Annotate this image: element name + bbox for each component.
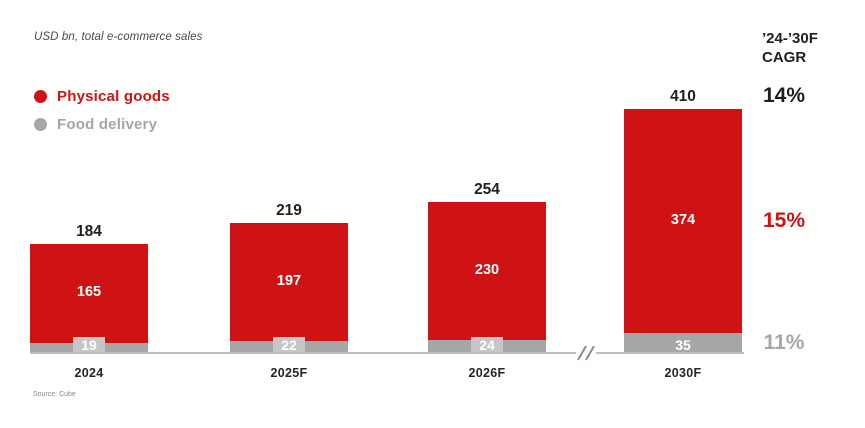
legend-item-food-delivery: Food delivery [34,116,170,133]
food-delivery-value-label-2024: 19 [81,337,97,353]
bar-total-label-2025F: 219 [276,201,302,219]
food-delivery-label-chip-2025F [273,337,305,352]
chart-title: USD bn, total e-commerce sales [34,31,203,43]
cagr-column-header: ’24-’30F CAGR [762,30,818,68]
physical-goods-value-label-2025F: 197 [276,272,302,289]
food-delivery-dot-icon [34,118,47,131]
bar-segment-physical-goods-2025F [230,222,348,341]
bar-total-label-2030F: 410 [670,87,696,105]
food-delivery-value-label-2025F: 22 [281,337,297,353]
food-delivery-value-label-2026F: 24 [479,337,495,353]
physical-goods-value-label-2026F: 230 [474,261,500,278]
food-delivery-value-label-2030F: 35 [675,337,691,353]
cagr-header-line2: CAGR [762,48,807,66]
legend: Physical goods Food delivery [34,88,170,144]
food-delivery-label-chip-2024 [73,337,105,352]
x-axis-label-2030F: 2030F [664,366,702,380]
axis-break-icon [576,344,596,362]
legend-item-physical-goods: Physical goods [34,88,170,105]
source-note: Source: Cube [33,391,76,398]
cagr-header-line1: ’24-’30F [762,30,818,47]
food-delivery-label-chip-2026F [471,337,503,352]
cagr-value-physical-goods: 15% [762,209,806,232]
bar-total-label-2024: 184 [76,222,102,240]
legend-label-food-delivery: Food delivery [57,116,158,133]
bar-segment-physical-goods-2024 [30,243,148,343]
bar-total-label-2026F: 254 [474,180,500,198]
physical-goods-value-label-2030F: 374 [670,211,696,228]
legend-label-physical-goods: Physical goods [57,88,170,105]
x-axis-label-2024: 2024 [74,366,104,380]
bar-segment-food-delivery-2030F [624,333,742,354]
cagr-value-total: 14% [762,84,806,107]
physical-goods-value-label-2024: 165 [76,284,102,301]
physical-goods-dot-icon [34,90,47,103]
cagr-value-food-delivery: 11% [763,331,805,354]
bar-segment-physical-goods-2026F [428,201,546,340]
x-axis-label-2025F: 2025F [270,366,308,380]
x-axis-label-2026F: 2026F [468,366,506,380]
bar-segment-physical-goods-2030F [624,108,742,333]
x-axis-line [30,352,744,354]
